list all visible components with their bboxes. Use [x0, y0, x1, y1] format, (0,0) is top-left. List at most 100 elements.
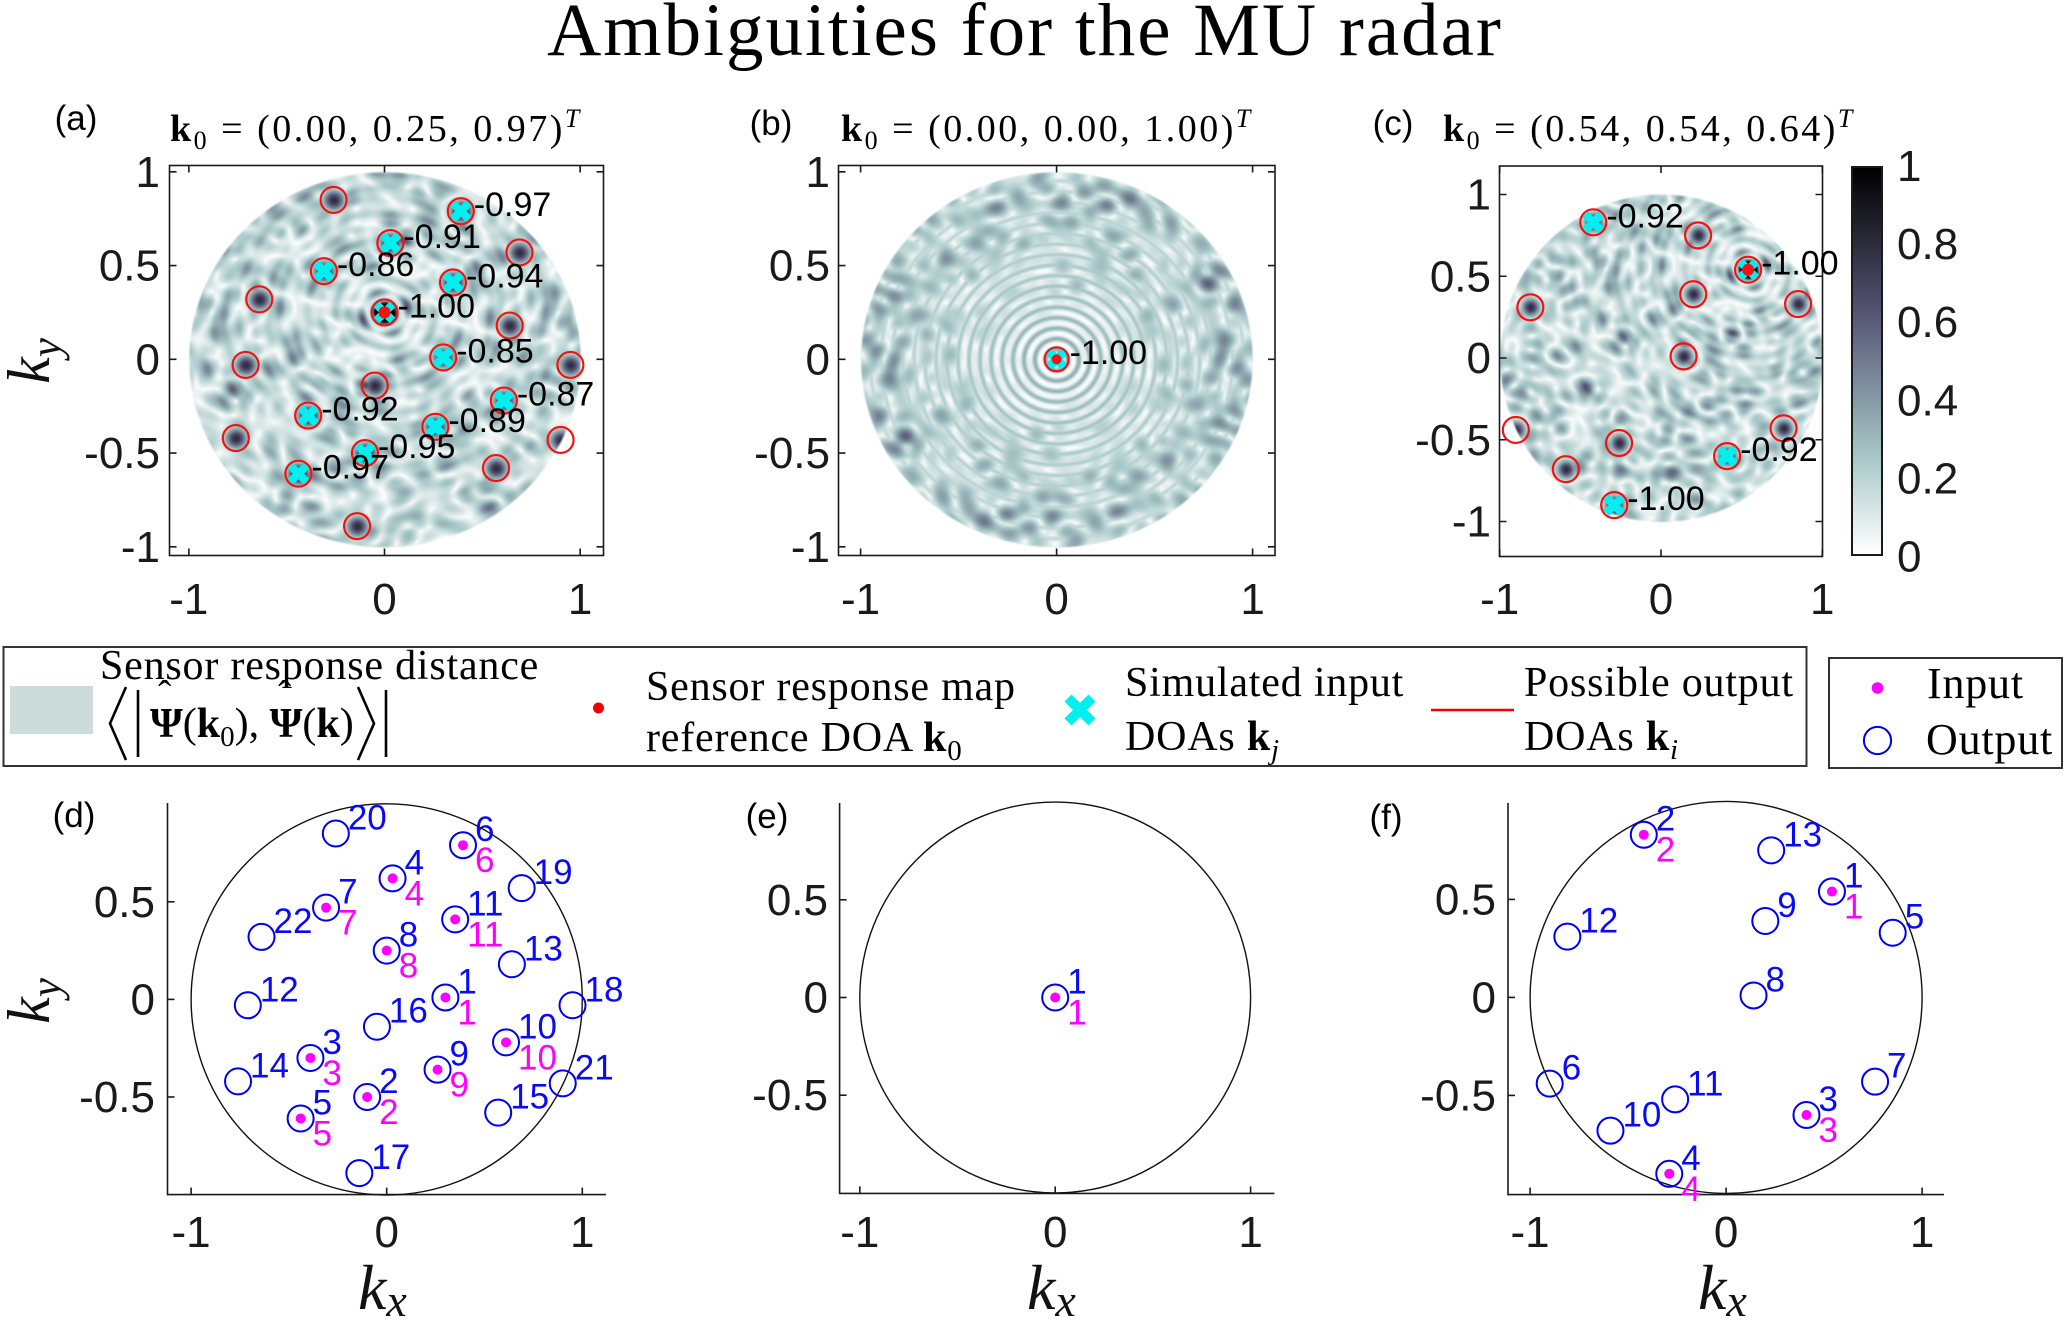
- svg-text:-0.5: -0.5: [752, 1071, 828, 1120]
- svg-text:-1.00: -1.00: [1761, 245, 1839, 283]
- svg-text:0: 0: [1897, 533, 1921, 582]
- svg-text:0: 0: [1043, 1208, 1067, 1257]
- svg-text:1: 1: [1897, 142, 1921, 191]
- svg-text:3: 3: [322, 1023, 341, 1062]
- svg-text:0: 0: [136, 335, 160, 384]
- svg-text:-1.00: -1.00: [1070, 334, 1148, 372]
- svg-text:3: 3: [1818, 1111, 1837, 1150]
- svg-text:21: 21: [575, 1048, 614, 1087]
- svg-text:Ψ(k0), Ψ(k): Ψ(k0), Ψ(k): [150, 701, 354, 753]
- svg-text:0: 0: [806, 335, 830, 384]
- svg-text:-0.92: -0.92: [1740, 431, 1818, 469]
- svg-text:0.5: 0.5: [99, 242, 160, 291]
- svg-text:5: 5: [1905, 898, 1924, 937]
- svg-text:19: 19: [534, 853, 573, 892]
- svg-text:-1.00: -1.00: [398, 287, 476, 325]
- svg-text:22: 22: [274, 902, 313, 941]
- svg-text:Input: Input: [1927, 659, 2024, 708]
- svg-text:(b): (b): [750, 104, 793, 143]
- svg-text:0.8: 0.8: [1897, 220, 1958, 269]
- svg-text:1: 1: [1467, 171, 1491, 220]
- svg-text:18: 18: [585, 970, 624, 1009]
- svg-text:-0.94: -0.94: [466, 257, 544, 295]
- svg-text:12: 12: [260, 970, 299, 1009]
- svg-text:4: 4: [405, 843, 424, 882]
- svg-text:-0.85: -0.85: [456, 332, 534, 370]
- svg-text:0: 0: [1714, 1208, 1738, 1257]
- svg-text:-0.89: -0.89: [448, 402, 526, 440]
- svg-text:Simulated input: Simulated input: [1125, 660, 1404, 706]
- svg-text:0.5: 0.5: [1430, 252, 1491, 301]
- svg-text:-1: -1: [121, 523, 160, 572]
- svg-text:9: 9: [450, 1066, 469, 1105]
- svg-text:4: 4: [1681, 1139, 1700, 1178]
- svg-text:(d): (d): [53, 796, 96, 835]
- svg-text:1: 1: [457, 993, 476, 1032]
- svg-text:0: 0: [131, 975, 155, 1024]
- svg-text:-1: -1: [172, 1208, 211, 1257]
- svg-text:0.6: 0.6: [1897, 298, 1958, 347]
- svg-text:-1.00: -1.00: [1627, 480, 1705, 518]
- svg-text:1: 1: [568, 575, 592, 624]
- svg-text:-1: -1: [1452, 498, 1491, 547]
- svg-text:16: 16: [389, 992, 428, 1031]
- svg-text:3: 3: [322, 1054, 341, 1093]
- svg-text:11: 11: [467, 884, 503, 923]
- svg-text:1: 1: [1844, 888, 1863, 927]
- svg-text:k0 = (0.00, 0.25, 0.97)T: k0 = (0.00, 0.25, 0.97)T: [170, 104, 582, 155]
- svg-text:2: 2: [379, 1093, 398, 1132]
- svg-text:1: 1: [1844, 857, 1863, 896]
- svg-text:-1: -1: [1480, 575, 1519, 624]
- svg-text:1: 1: [1810, 575, 1834, 624]
- svg-text:-0.5: -0.5: [1420, 1071, 1496, 1120]
- svg-text:1: 1: [457, 962, 476, 1001]
- svg-text:10: 10: [518, 1007, 557, 1046]
- svg-text:-0.5: -0.5: [754, 429, 830, 478]
- svg-text:4: 4: [1681, 1170, 1700, 1209]
- svg-text:0.4: 0.4: [1897, 376, 1958, 425]
- svg-text:1: 1: [1067, 994, 1086, 1033]
- svg-text:-0.95: -0.95: [378, 428, 456, 466]
- svg-text:1: 1: [1240, 575, 1264, 624]
- svg-text:-0.5: -0.5: [79, 1073, 155, 1122]
- svg-text:20: 20: [348, 798, 387, 837]
- svg-text:-1: -1: [169, 575, 208, 624]
- svg-text:9: 9: [1777, 886, 1796, 925]
- svg-text:DOAs ki: DOAs ki: [1524, 714, 1679, 766]
- svg-text:8: 8: [1766, 960, 1785, 999]
- svg-text:7: 7: [338, 873, 357, 912]
- svg-text:2: 2: [1656, 800, 1675, 839]
- svg-text:(e): (e): [746, 797, 789, 836]
- svg-text:10: 10: [518, 1038, 557, 1077]
- svg-text:0.5: 0.5: [769, 242, 830, 291]
- svg-text:2: 2: [1656, 831, 1675, 870]
- svg-text:2: 2: [379, 1062, 398, 1101]
- svg-text:Possible output: Possible output: [1524, 660, 1794, 706]
- svg-text:12: 12: [1579, 902, 1618, 941]
- svg-text:0.5: 0.5: [94, 878, 155, 927]
- svg-text:Sensor response map: Sensor response map: [646, 664, 1016, 710]
- svg-text:(a): (a): [55, 99, 98, 138]
- svg-text:DOAs kj: DOAs kj: [1125, 714, 1280, 766]
- svg-text:-0.97: -0.97: [474, 186, 551, 224]
- svg-text:0: 0: [1649, 575, 1673, 624]
- svg-text:1: 1: [136, 148, 160, 197]
- svg-text:ˆ: ˆ: [278, 672, 292, 717]
- svg-text:0: 0: [1044, 575, 1068, 624]
- svg-text:0: 0: [1472, 973, 1496, 1022]
- svg-text:0: 0: [374, 1208, 398, 1257]
- svg-text:13: 13: [1783, 815, 1822, 854]
- svg-text:8: 8: [399, 947, 418, 986]
- svg-text:7: 7: [338, 904, 357, 943]
- svg-text:k0 = (0.00, 0.00, 1.00)T: k0 = (0.00, 0.00, 1.00)T: [841, 104, 1253, 155]
- svg-text:-1: -1: [1511, 1208, 1550, 1257]
- svg-text:14: 14: [250, 1046, 289, 1085]
- svg-text:Sensor response distance: Sensor response distance: [100, 643, 539, 689]
- svg-text:9: 9: [450, 1035, 469, 1074]
- svg-text:11: 11: [467, 915, 503, 954]
- svg-text:1: 1: [1910, 1208, 1934, 1257]
- svg-text:0.5: 0.5: [767, 876, 828, 925]
- svg-text:-1: -1: [841, 575, 880, 624]
- svg-text:0.5: 0.5: [1435, 875, 1496, 924]
- svg-text:6: 6: [475, 810, 494, 849]
